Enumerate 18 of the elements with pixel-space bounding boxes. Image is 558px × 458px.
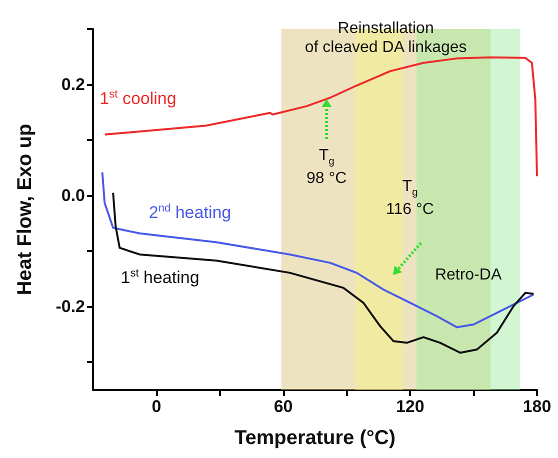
band-label: Reinstallation of cleaved DA linkages	[304, 18, 467, 58]
x-tick-label: 0	[152, 397, 162, 416]
y-tick-label: 0.0	[61, 186, 85, 206]
series-label: 1$^{st}$ heating	[120, 267, 200, 289]
x-tick-label: 120	[396, 397, 424, 416]
y-tick-label: 0.2	[61, 75, 85, 94]
y-axis-title: Heat Flow, Exo up	[14, 124, 36, 296]
x-tick-label: 180	[522, 397, 552, 416]
x-tick-label: 60	[274, 397, 293, 416]
series-label: 2$^{nd}$ heating	[148, 202, 232, 224]
line-series	[101, 171, 535, 328]
band-label: Retro-DA	[434, 265, 502, 285]
annotation: T$_{g}$ 116 °C	[386, 177, 434, 219]
x-axis-title: Temperature (°C)	[234, 427, 396, 449]
y-tick-label: -0.2	[56, 297, 85, 316]
annotation: T$_{g}$ 98 °C	[306, 146, 347, 188]
line-series	[112, 192, 535, 354]
series-label: 1$^{st}$ cooling	[100, 88, 176, 110]
